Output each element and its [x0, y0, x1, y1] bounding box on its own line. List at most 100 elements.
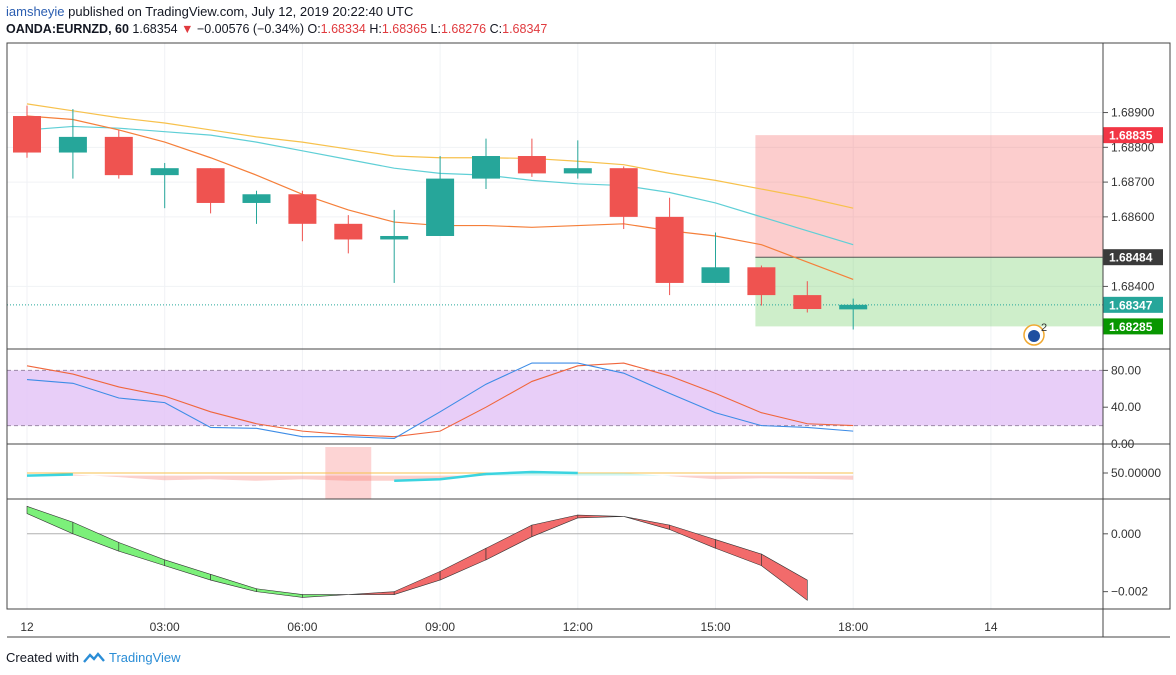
low-label: L:: [430, 22, 441, 36]
flow-area-segment: [302, 475, 349, 481]
candle-body: [563, 168, 592, 174]
price-axis-label-bg: [1103, 249, 1163, 266]
candle-body: [609, 168, 638, 217]
price-axis-label: 1.68347: [1109, 298, 1153, 312]
oscillator-ribbon-segment: [164, 559, 211, 581]
price-change: −0.00576 (−0.34%): [196, 22, 304, 36]
candle-body: [472, 156, 500, 179]
publish-line: iamsheyie published on TradingView.com, …: [6, 4, 413, 19]
flow-tick-label: 50.00000: [1111, 466, 1161, 480]
flow-area-segment: [715, 475, 762, 480]
flow-area-segment: [440, 474, 486, 480]
candle-body: [242, 194, 271, 203]
published-text: published on TradingView.com, July 12, 2…: [68, 4, 414, 19]
oscillator-ribbon-segment: [256, 588, 303, 598]
oscillator-ribbon-segment: [26, 505, 74, 535]
change-arrow-icon: ▼: [181, 22, 194, 36]
close-label: C:: [489, 22, 503, 36]
flow-area-segment: [210, 475, 257, 481]
flow-area-segment: [348, 475, 395, 481]
tradingview-logo-icon: [83, 651, 105, 663]
high-value: 1.68365: [381, 22, 428, 36]
time-tick-label: 06:00: [287, 620, 317, 634]
oscillator-ribbon-segment: [577, 514, 624, 519]
oscillator-ribbon-segment: [761, 553, 808, 601]
time-tick-label: 18:00: [838, 620, 868, 634]
price-axis-label-bg: [1103, 318, 1163, 335]
oscillator-ribbon-segment: [72, 521, 120, 552]
price-axis-label: 1.68285: [1109, 320, 1153, 334]
flow-area-segment: [623, 473, 670, 477]
candle-body: [380, 235, 409, 240]
oscillator-ribbon-segment: [210, 573, 257, 593]
flow-area-segment: [164, 475, 211, 481]
symbol-name: OANDA:EURNZD, 60: [6, 22, 129, 36]
username[interactable]: iamsheyie: [6, 4, 65, 19]
oscillator-ribbon-segment: [439, 547, 487, 581]
flow-area-segment: [577, 473, 624, 476]
flow-area-segment: [807, 475, 854, 480]
footer: Created with TradingView: [6, 650, 181, 665]
event-marker-count: 2: [1041, 322, 1047, 334]
tradingview-brand[interactable]: TradingView: [108, 650, 181, 665]
time-tick-label: 12:00: [563, 620, 593, 634]
oscillator-ribbon-segment: [623, 516, 670, 530]
open-value: 1.68334: [320, 22, 366, 36]
candle-body: [747, 267, 776, 296]
flow-area-segment: [118, 475, 165, 481]
oscillator-ribbon-segment: [118, 542, 165, 567]
flow-area-segment: [256, 475, 303, 481]
time-tick-label: 14: [984, 620, 998, 634]
flow-area-segment: [761, 475, 808, 479]
oscillator-ribbon-segment: [669, 524, 716, 549]
candle-body: [288, 194, 317, 224]
oscillator-tick-label: 80.00: [1111, 363, 1141, 377]
flow-area-segment: [72, 474, 119, 478]
flow-line: [394, 470, 578, 483]
close-value: 1.68347: [502, 22, 548, 36]
created-with-text: Created with: [6, 650, 79, 665]
candle-body: [517, 156, 546, 174]
price-tick-label: 1.68700: [1111, 175, 1155, 189]
position-profit-zone: [755, 135, 1103, 258]
candle-body: [104, 136, 133, 176]
candle-body: [196, 168, 225, 203]
price-tick-label: 1.68800: [1111, 140, 1155, 154]
candle-body: [150, 168, 179, 176]
candle-body: [793, 295, 822, 310]
candle-body: [334, 223, 363, 240]
oscillator-ribbon-segment: [348, 591, 395, 595]
position-stop-zone: [755, 257, 1103, 327]
price-axis-label: 1.68835: [1109, 129, 1153, 143]
low-value: 1.68276: [440, 22, 487, 36]
time-tick-label: 09:00: [425, 620, 455, 634]
oscillator2-tick-label: 0.000: [1111, 527, 1141, 541]
last-price: 1.68354: [132, 22, 178, 36]
oscillator-tick-label: 40.00: [1111, 400, 1141, 414]
oscillator-ribbon-segment: [715, 539, 762, 567]
price-tick-label: 1.68600: [1111, 210, 1155, 224]
stoch-d-line: [26, 362, 854, 438]
price-axis-label-bg: [1103, 296, 1163, 313]
price-axis-label: 1.68484: [1109, 251, 1153, 265]
stoch-k-line: [26, 362, 854, 440]
oscillator-ribbon-segment: [393, 570, 441, 595]
candle-body: [701, 267, 730, 283]
flow-line: [26, 473, 73, 477]
candle-body: [426, 178, 455, 236]
high-label: H:: [369, 22, 382, 36]
candle-body: [839, 304, 868, 310]
time-tick-label: 12: [20, 620, 34, 634]
oscillator2-tick-label: −0.002: [1111, 585, 1148, 599]
price-tick-label: 1.68400: [1111, 279, 1155, 293]
oscillator-ribbon-segment: [302, 594, 349, 598]
price-tick-label: 1.68900: [1111, 106, 1155, 120]
oscillator-ribbon-segment: [485, 524, 533, 561]
flow-area-segment: [669, 475, 716, 480]
candle-body: [13, 116, 41, 153]
symbol-line: OANDA:EURNZD, 60 1.68354 ▼ −0.00576 (−0.…: [6, 22, 547, 36]
candle-body: [655, 216, 684, 283]
event-marker-inner-icon: [1028, 330, 1040, 342]
time-tick-label: 15:00: [700, 620, 730, 634]
